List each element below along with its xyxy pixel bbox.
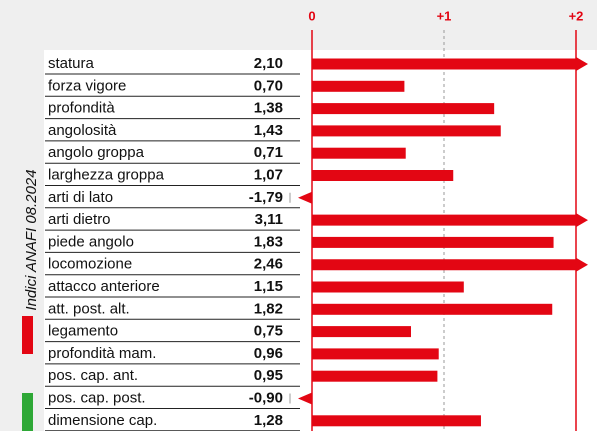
bar — [312, 80, 405, 92]
value-label: 1,07 — [254, 166, 283, 183]
bar — [312, 147, 406, 159]
bar — [312, 103, 495, 115]
bar — [312, 57, 588, 71]
legend-green — [22, 393, 33, 431]
value-label: 0,70 — [254, 77, 283, 94]
category-label: locomozione — [48, 256, 132, 273]
value-label: 0,75 — [254, 323, 283, 340]
category-label: angolosità — [48, 122, 117, 139]
category-label: larghezza groppa — [48, 166, 165, 183]
value-label: -0,90 — [249, 389, 283, 406]
value-label: 1,82 — [254, 300, 283, 317]
value-label: 3,11 — [255, 211, 283, 228]
bar — [312, 326, 411, 338]
legend-red — [22, 316, 33, 354]
category-label: dimensione cap. — [48, 412, 157, 429]
value-label: 2,10 — [254, 55, 283, 72]
value-label: 2,46 — [254, 256, 283, 273]
value-label: -1,79 — [249, 189, 283, 206]
value-label: 1,15 — [254, 278, 283, 295]
caption: Indici ANAFI 08.2024 — [23, 169, 40, 310]
bar — [312, 170, 454, 181]
x-tick-label: 0 — [308, 8, 315, 23]
bar — [298, 392, 312, 405]
category-label: forza vigore — [48, 77, 126, 94]
category-label: statura — [48, 55, 95, 72]
bar — [312, 125, 501, 137]
category-label: att. post. alt. — [48, 300, 130, 317]
value-label: 1,38 — [254, 100, 283, 117]
value-label: 1,83 — [254, 233, 283, 250]
category-label: profondità mam. — [48, 345, 156, 362]
bar — [312, 281, 464, 293]
category-label: pos. cap. post. — [48, 389, 146, 406]
category-label: pos. cap. ant. — [48, 367, 138, 384]
category-label: arti di lato — [48, 189, 113, 206]
bar — [312, 415, 481, 427]
bar — [312, 303, 553, 315]
value-label: 1,43 — [254, 122, 283, 139]
x-tick-label: +1 — [437, 8, 452, 23]
value-label: 1,28 — [254, 412, 283, 429]
category-label: angolo groppa — [48, 144, 145, 161]
bar — [312, 236, 554, 248]
bar — [312, 257, 588, 272]
value-label: 0,95 — [254, 367, 283, 384]
value-label: 0,96 — [254, 345, 283, 362]
category-label: legamento — [48, 323, 118, 340]
category-label: attacco anteriore — [48, 278, 160, 295]
category-label: profondità — [48, 100, 115, 117]
bar — [312, 213, 588, 228]
bar — [312, 348, 439, 360]
x-tick-label: +2 — [569, 8, 584, 23]
value-label: 0,71 — [254, 144, 283, 161]
bar — [298, 191, 312, 204]
bar — [312, 370, 438, 382]
category-label: piede angolo — [48, 233, 134, 250]
category-label: arti dietro — [48, 211, 111, 228]
